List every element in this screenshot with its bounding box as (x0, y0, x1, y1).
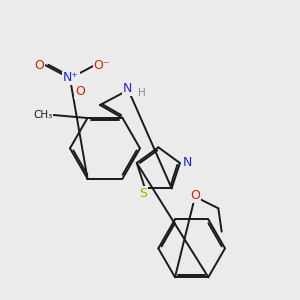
Text: CH₃: CH₃ (33, 110, 52, 120)
Text: N: N (123, 82, 132, 95)
Text: O: O (75, 85, 85, 98)
Text: N⁺: N⁺ (63, 71, 79, 84)
Text: O: O (191, 189, 201, 202)
Text: H: H (139, 88, 146, 98)
Text: S: S (139, 187, 147, 200)
Text: O⁻: O⁻ (93, 58, 110, 71)
Text: N: N (182, 156, 192, 169)
Text: O: O (34, 58, 44, 71)
